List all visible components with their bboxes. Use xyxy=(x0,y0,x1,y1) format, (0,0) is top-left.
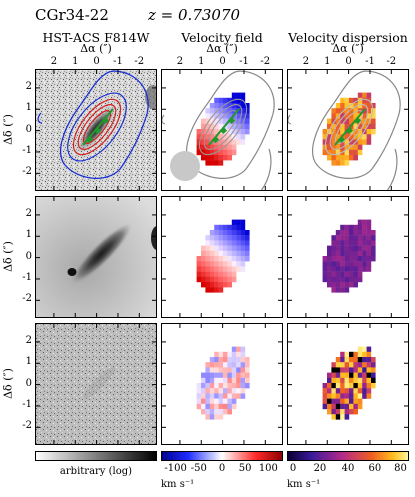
y-tick-label: -2 xyxy=(22,420,32,432)
x-tick-label: -2 xyxy=(134,56,145,67)
colorbar-tick-label: 40 xyxy=(341,463,355,474)
x-tick-label: -2 xyxy=(386,56,397,67)
col-title-velocity: Velocity field xyxy=(181,30,263,45)
colorbar-tick-label: 100 xyxy=(258,463,278,474)
col-title-hst: HST-ACS F814W xyxy=(42,30,150,45)
object-name: CGr34-22 xyxy=(35,6,109,24)
y-tick-label: 2 xyxy=(25,334,32,346)
redshift-label: z = 0.73070 xyxy=(148,6,241,24)
colorbar-tick-label: 80 xyxy=(394,463,407,474)
panel-frame xyxy=(35,196,157,318)
colorbar-tick-label: 50 xyxy=(238,463,252,474)
panel-frame xyxy=(287,69,409,191)
x-tick-label: -1 xyxy=(113,56,123,67)
panel-frame xyxy=(161,323,283,445)
panel-frame xyxy=(287,323,409,445)
y-tick-label: 1 xyxy=(25,102,32,114)
panel-dispersion-contours xyxy=(287,69,409,191)
y-tick-label: 2 xyxy=(25,207,32,219)
x-axis-label-2: Δα (″) xyxy=(206,42,238,55)
panel-hst-contours xyxy=(35,69,157,191)
colorbar-hst xyxy=(35,451,157,461)
x-tick-label: 1 xyxy=(198,56,205,67)
y-tick-label: -1 xyxy=(22,398,32,410)
colorbar-hst-label: arbitrary (log) xyxy=(59,466,133,477)
colorbar-tick-label: 60 xyxy=(368,463,382,474)
x-axis-label-1: Δα (″) xyxy=(80,42,112,55)
y-tick-label: -1 xyxy=(22,144,32,156)
y-tick-label: 0 xyxy=(25,377,32,389)
y-tick-label: -1 xyxy=(22,271,32,283)
panel-velocity-model xyxy=(161,196,283,318)
colorbar-velocity xyxy=(161,451,283,461)
panel-hst-model xyxy=(35,196,157,318)
x-tick-label: 0 xyxy=(219,56,226,67)
y-tick-label: 1 xyxy=(25,356,32,368)
panel-frame xyxy=(161,196,283,318)
y-tick-label: 1 xyxy=(25,229,32,241)
y-tick-label: 0 xyxy=(25,123,32,135)
panel-frame xyxy=(161,69,283,191)
panel-hst-residual xyxy=(35,323,157,445)
panel-velocity-residual xyxy=(161,323,283,445)
y-axis-label: Δδ (″) xyxy=(1,368,15,399)
y-axis-label: Δδ (″) xyxy=(1,114,15,145)
colorbar-dispersion-unit: km s⁻¹ xyxy=(287,479,321,490)
x-tick-label: 1 xyxy=(324,56,331,67)
colorbar-dispersion xyxy=(287,451,409,461)
panel-frame xyxy=(35,69,157,191)
x-tick-label: 1 xyxy=(72,56,79,67)
colorbar-tick-label: -100 xyxy=(164,463,187,474)
panel-dispersion-residual xyxy=(287,323,409,445)
x-tick-label: -2 xyxy=(260,56,271,67)
x-tick-label: -1 xyxy=(239,56,249,67)
y-tick-label: -2 xyxy=(22,166,32,178)
colorbar-tick-label: -50 xyxy=(190,463,207,474)
colorbar-tick-label: 0 xyxy=(289,463,297,474)
col-title-dispersion: Velocity dispersion xyxy=(288,30,408,45)
panel-frame xyxy=(35,323,157,445)
x-tick-label: 2 xyxy=(50,56,58,67)
panel-velocity-contours xyxy=(161,69,283,191)
y-tick-label: 2 xyxy=(25,80,32,92)
x-tick-label: -1 xyxy=(365,56,375,67)
x-tick-label: 2 xyxy=(302,56,310,67)
panel-dispersion-model xyxy=(287,196,409,318)
x-tick-label: 0 xyxy=(93,56,100,67)
y-tick-label: 0 xyxy=(25,250,32,262)
colorbar-tick-label: 20 xyxy=(313,463,327,474)
y-axis-label: Δδ (″) xyxy=(1,241,15,272)
y-tick-label: -2 xyxy=(22,293,32,305)
x-tick-label: 2 xyxy=(176,56,184,67)
panel-frame xyxy=(287,196,409,318)
x-axis-label-3: Δα (″) xyxy=(332,42,364,55)
colorbar-tick-label: 0 xyxy=(218,463,226,474)
colorbar-velocity-unit: km s⁻¹ xyxy=(161,479,195,490)
psf-disc xyxy=(170,151,200,181)
x-tick-label: 0 xyxy=(345,56,352,67)
